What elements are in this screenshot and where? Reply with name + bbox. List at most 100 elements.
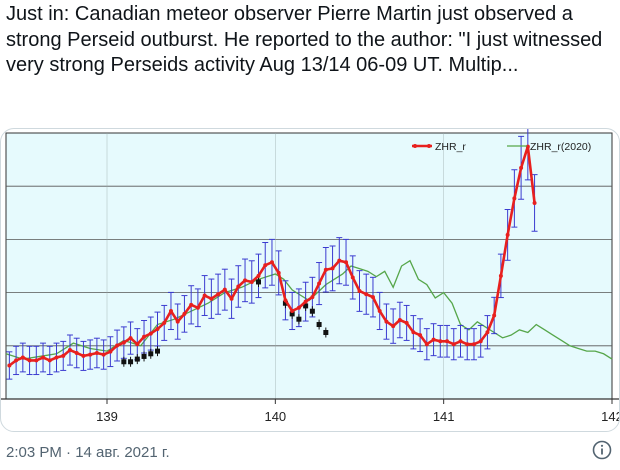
- zhr-point: [438, 339, 443, 344]
- zhr-point: [47, 358, 52, 363]
- zhr-point: [7, 363, 12, 368]
- zhr-chart: 139 140 141 142 ZHR_r ZHR_r(2020): [1, 129, 620, 424]
- zhr-point: [115, 343, 120, 348]
- zhr-point: [27, 358, 32, 363]
- zhr-point: [168, 308, 173, 313]
- zhr-point: [222, 287, 227, 292]
- zhr-point: [418, 333, 423, 338]
- x-tick-label: 139: [96, 409, 118, 424]
- zhr-point: [135, 342, 140, 347]
- x-tick-label: 142: [601, 409, 620, 424]
- zhr-point: [243, 278, 248, 283]
- legend-label: ZHR_r: [435, 141, 466, 153]
- zhr-point: [101, 352, 106, 357]
- zhr-point: [216, 292, 221, 297]
- zhr-point: [269, 260, 274, 265]
- obs-point: [155, 348, 160, 354]
- x-tick-label: 140: [264, 409, 286, 424]
- zhr-point: [108, 349, 113, 354]
- zhr-point: [189, 302, 194, 307]
- zhr-point: [209, 296, 214, 301]
- zhr-point: [431, 337, 436, 342]
- info-circle-icon[interactable]: [592, 440, 612, 460]
- zhr-point: [142, 334, 147, 339]
- zhr-point: [391, 324, 396, 329]
- zhr-point: [445, 339, 450, 344]
- zhr-point: [67, 348, 72, 353]
- zhr-point: [256, 273, 261, 278]
- tweet-text: Just in: Canadian meteor observer Pierre…: [6, 3, 603, 76]
- zhr-point: [485, 330, 490, 335]
- zhr-point: [337, 258, 342, 263]
- zhr-point: [94, 350, 99, 355]
- zhr-point: [344, 260, 349, 265]
- zhr-point: [121, 340, 126, 345]
- zhr-point: [155, 327, 160, 332]
- zhr-point: [471, 342, 476, 347]
- zhr-point: [478, 339, 483, 344]
- zhr-point: [364, 292, 369, 297]
- zhr-point: [451, 342, 456, 347]
- zhr-point: [465, 342, 470, 347]
- zhr-point: [81, 353, 86, 358]
- zhr-point: [330, 266, 335, 271]
- zhr-point: [148, 331, 153, 336]
- obs-point: [148, 351, 154, 357]
- zhr-point: [34, 358, 39, 363]
- zhr-point: [317, 281, 322, 286]
- obs-point: [134, 356, 140, 362]
- zhr-point: [512, 196, 517, 201]
- obs-point: [316, 322, 322, 328]
- tweet-timestamp[interactable]: 2:03 PM · 14 авг. 2021 г.: [6, 444, 170, 461]
- zhr-point: [162, 320, 167, 325]
- x-tick-label: 141: [433, 409, 455, 424]
- zhr-point: [74, 350, 79, 355]
- obs-point: [309, 308, 315, 314]
- zhr-point: [283, 298, 288, 303]
- obs-point: [289, 311, 295, 317]
- zhr-point: [41, 355, 46, 360]
- zhr-point: [458, 339, 463, 344]
- zhr-point: [88, 352, 93, 357]
- zhr-point: [175, 319, 180, 324]
- zhr-point: [276, 270, 281, 275]
- zhr-point: [195, 305, 200, 310]
- zhr-point: [182, 311, 187, 316]
- zhr-point: [384, 319, 389, 324]
- zhr-point: [370, 295, 375, 300]
- zhr-point: [296, 305, 301, 310]
- legend-marker: [413, 144, 417, 148]
- legend-marker: [427, 144, 431, 148]
- obs-point: [121, 359, 127, 365]
- zhr-point: [357, 289, 362, 294]
- obs-point: [296, 316, 302, 322]
- zhr-point: [249, 279, 254, 284]
- zhr-point: [519, 165, 524, 170]
- zhr-point: [54, 355, 59, 360]
- zhr-point: [505, 232, 510, 237]
- zhr-point: [14, 358, 19, 363]
- obs-point: [282, 300, 288, 306]
- zhr-point: [229, 296, 234, 301]
- legend-label: ZHR_r(2020): [530, 141, 591, 153]
- zhr-point: [303, 299, 308, 304]
- zhr-point: [128, 336, 133, 341]
- zhr-point: [377, 308, 382, 313]
- zhr-point: [397, 317, 402, 322]
- zhr-point: [498, 273, 503, 278]
- obs-point: [303, 303, 309, 309]
- zhr-point: [61, 353, 66, 358]
- chart-card[interactable]: 139 140 141 142 ZHR_r ZHR_r(2020): [0, 128, 620, 432]
- zhr-point: [404, 320, 409, 325]
- zhr-point: [323, 267, 328, 272]
- zhr-point: [532, 200, 537, 205]
- zhr-point: [411, 330, 416, 335]
- obs-point: [256, 279, 261, 285]
- zhr-point: [236, 284, 241, 289]
- zhr-point: [310, 295, 315, 300]
- zhr-point: [492, 313, 497, 318]
- zhr-point: [202, 293, 207, 298]
- obs-point: [141, 353, 147, 359]
- zhr-point: [263, 263, 268, 268]
- zhr-point: [424, 342, 429, 347]
